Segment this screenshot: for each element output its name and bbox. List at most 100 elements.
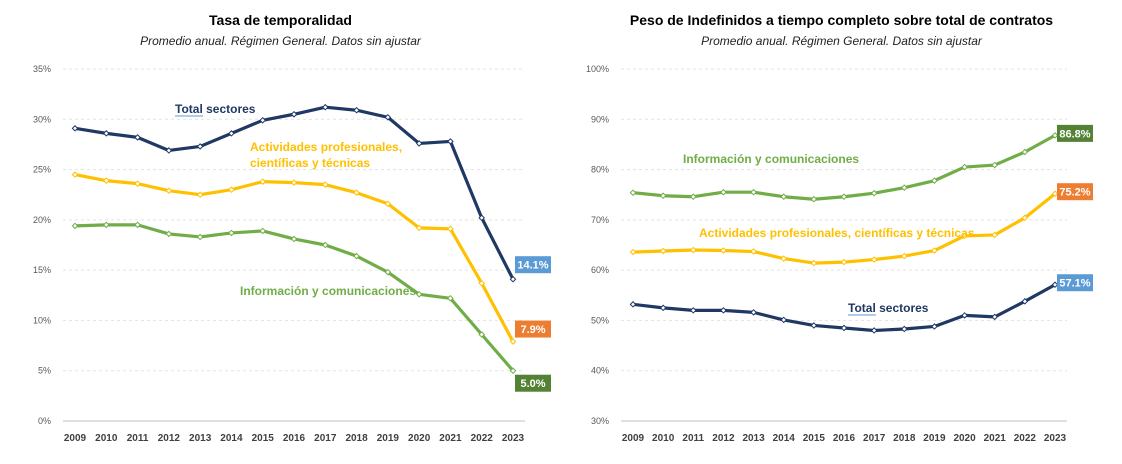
data-point xyxy=(870,256,878,263)
x-tick-label: 2020 xyxy=(953,433,976,444)
data-point xyxy=(478,279,486,287)
x-tick-label: 2021 xyxy=(984,433,1007,444)
data-point xyxy=(720,307,727,314)
data-point xyxy=(165,187,173,194)
x-tick-label: 2020 xyxy=(408,433,431,444)
data-point xyxy=(478,331,486,338)
x-tick-label: 2018 xyxy=(893,433,916,444)
y-tick-label: 5% xyxy=(38,366,51,376)
data-point xyxy=(509,275,517,283)
data-point xyxy=(720,188,727,196)
series-line xyxy=(632,283,1056,333)
x-tick-label: 2018 xyxy=(345,433,368,444)
data-point xyxy=(290,235,298,243)
chart-indefinidos: Peso de Indefinidos a tiempo completo so… xyxy=(561,0,1122,464)
data-point xyxy=(659,192,667,200)
end-value-box xyxy=(1057,124,1093,142)
data-point xyxy=(991,161,999,169)
x-tick-label: 2014 xyxy=(773,433,796,444)
series-label: Información y comunicaciones xyxy=(683,152,859,166)
data-point xyxy=(629,189,637,197)
data-point xyxy=(991,313,999,321)
series-label: Total sectores xyxy=(175,102,256,116)
data-point xyxy=(840,324,848,332)
end-value-box xyxy=(515,374,551,392)
x-tick-label: 2010 xyxy=(652,433,675,444)
data-point xyxy=(196,191,204,199)
data-point xyxy=(991,231,999,239)
data-point xyxy=(750,309,757,316)
x-tick-label: 2016 xyxy=(283,433,306,444)
data-point xyxy=(689,307,697,314)
y-tick-label: 80% xyxy=(591,165,609,175)
data-point xyxy=(1051,132,1059,139)
y-tick-label: 10% xyxy=(33,315,51,325)
series-label-line: Total sectores xyxy=(848,301,929,315)
data-point xyxy=(870,327,878,334)
data-point xyxy=(415,140,423,147)
chart-subtitle: Promedio anual. Régimen General. Datos s… xyxy=(140,34,421,48)
chart-title: Tasa de temporalidad xyxy=(209,12,352,28)
series-label: Información y comunicaciones xyxy=(240,284,416,298)
chart-plot: 0% 5% 10% 15% 20% 25% 30% 35% 2009 2010 2011 2012 20… xyxy=(33,64,551,444)
data-point xyxy=(961,312,968,319)
data-point xyxy=(659,304,667,312)
data-point xyxy=(720,247,727,254)
data-point xyxy=(415,290,423,298)
data-point xyxy=(447,225,454,233)
data-point xyxy=(290,179,298,186)
chart-subtitle: Promedio anual. Régimen General. Datos s… xyxy=(701,34,982,48)
data-point xyxy=(71,222,79,230)
y-tick-label: 70% xyxy=(591,215,609,225)
data-point xyxy=(384,200,392,208)
data-point xyxy=(780,193,788,201)
x-tick-label: 2023 xyxy=(502,433,525,444)
x-tick-label: 2013 xyxy=(189,433,212,444)
data-point xyxy=(384,113,392,121)
x-tick-label: 2022 xyxy=(471,433,494,444)
data-point xyxy=(810,195,818,203)
data-point xyxy=(780,255,788,262)
data-point xyxy=(384,268,392,276)
x-tick-label: 2009 xyxy=(622,433,645,444)
y-tick-label: 40% xyxy=(591,366,609,376)
data-point xyxy=(810,322,818,329)
data-point xyxy=(134,180,141,187)
x-tick-label: 2023 xyxy=(1044,433,1067,444)
data-point xyxy=(900,252,908,260)
data-point xyxy=(931,247,938,254)
x-tick-label: 2017 xyxy=(863,433,886,444)
data-point xyxy=(900,184,908,191)
data-point xyxy=(71,125,79,132)
data-point xyxy=(353,189,360,197)
y-tick-label: 30% xyxy=(33,114,51,124)
data-point xyxy=(1021,298,1029,305)
y-tick-label: 15% xyxy=(33,265,51,275)
data-point xyxy=(321,241,329,249)
data-point xyxy=(102,221,110,229)
series-line xyxy=(632,133,1056,201)
data-point xyxy=(196,143,204,150)
x-tick-label: 2015 xyxy=(803,433,826,444)
data-point xyxy=(321,103,329,111)
series-label: Actividades profesionales, científicas y … xyxy=(250,140,402,170)
end-value-box xyxy=(515,256,551,274)
data-point xyxy=(165,230,173,238)
data-point xyxy=(1051,190,1059,198)
end-value-box xyxy=(515,320,551,338)
data-point xyxy=(228,130,235,137)
data-point xyxy=(750,248,757,255)
data-point xyxy=(102,177,110,184)
x-tick-label: 2016 xyxy=(833,433,856,444)
end-value-label: 57.1% xyxy=(1059,278,1090,290)
data-point xyxy=(415,224,423,232)
data-point xyxy=(478,214,486,222)
data-point xyxy=(629,248,637,256)
series-label: Actividades profesionales, científicas y… xyxy=(699,226,975,240)
data-point xyxy=(259,227,267,235)
end-value-label: 75.2% xyxy=(1059,187,1090,199)
series-line xyxy=(74,173,515,343)
x-tick-label: 2017 xyxy=(314,433,337,444)
chart-plot: 30% 40% 50% 60% 70% 80% 90% 100% 2009 2010 2011 201… xyxy=(586,64,1093,444)
y-tick-label: 20% xyxy=(33,215,51,225)
